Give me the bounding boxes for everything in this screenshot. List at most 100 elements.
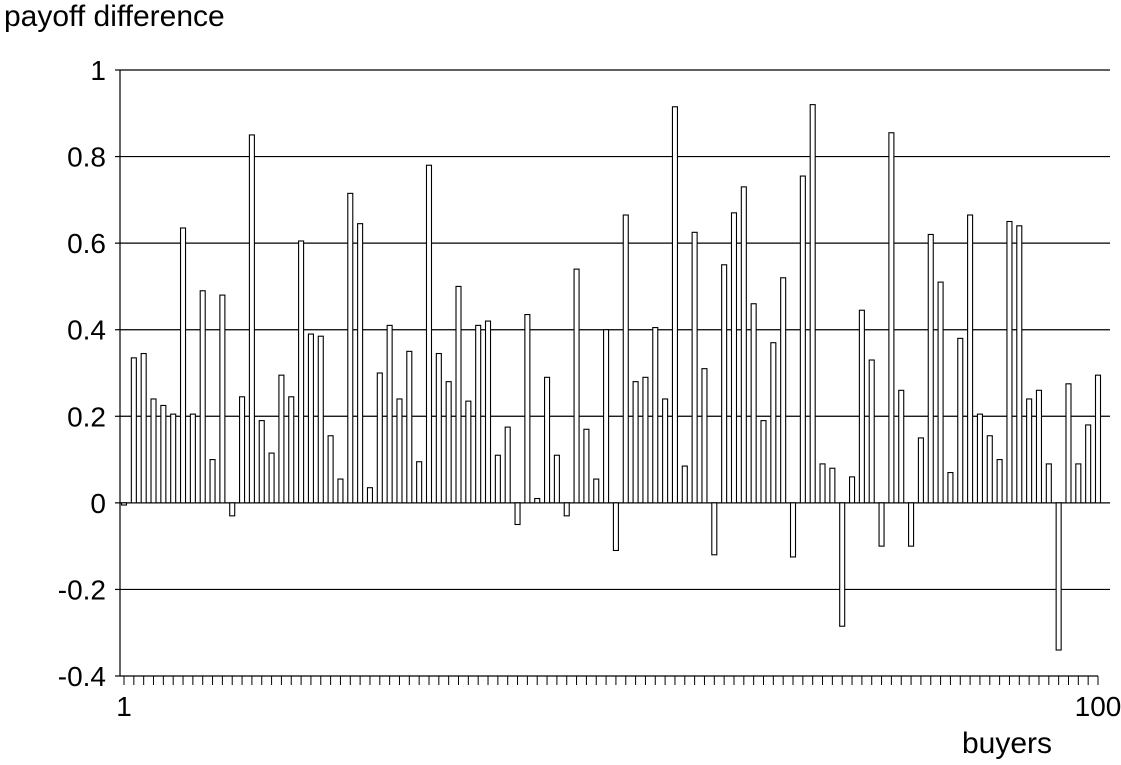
bar-buyer-23 [337, 478, 344, 504]
bar-buyer-3 [140, 352, 147, 504]
y-tick-label: 0 [90, 488, 106, 519]
y-tick-labels: 1 0.8 0.6 0.4 0.2 0 -0.2 -0.4 [58, 55, 106, 692]
bar-buyer-26 [366, 487, 374, 504]
bar-buyer-56 [662, 398, 669, 504]
bar-buyer-88 [976, 413, 983, 504]
bar-buyer-71 [809, 104, 816, 504]
bar-buyer-84 [937, 281, 944, 504]
bar-buyer-1 [120, 502, 128, 506]
bar-buyer-89 [986, 435, 993, 504]
bar-buyer-62 [721, 264, 728, 504]
bar-buyer-81 [908, 502, 915, 547]
x-axis-label: buyers [962, 727, 1052, 760]
bar-buyer-93 [1026, 398, 1033, 504]
bar-buyer-65 [750, 303, 757, 504]
bar-buyer-21 [317, 335, 324, 504]
bar-buyer-32 [425, 164, 433, 504]
bar-buyer-57 [671, 106, 678, 504]
bar-buyer-36 [465, 400, 472, 504]
y-tick-label: 0.4 [67, 315, 106, 346]
bar-buyer-96 [1055, 502, 1062, 651]
bar-buyer-99 [1085, 424, 1092, 504]
y-axis-label: payoff difference [4, 0, 225, 33]
bar-buyer-77 [868, 359, 875, 504]
bar-buyer-55 [652, 326, 659, 504]
bar-buyer-7 [179, 227, 187, 504]
bar-buyer-82 [917, 437, 924, 504]
bar-buyer-41 [514, 502, 521, 526]
bar-buyer-79 [888, 132, 895, 504]
y-tick-label: 1 [90, 55, 106, 86]
bar-buyer-20 [307, 333, 314, 504]
bar-buyer-60 [701, 368, 708, 504]
bar-buyer-47 [573, 268, 580, 504]
bar-buyer-8 [189, 413, 196, 504]
bar-buyer-43 [534, 497, 541, 504]
bar-buyer-13 [239, 396, 246, 504]
x-tick-label-first: 1 [116, 691, 132, 722]
bar-buyer-11 [219, 294, 226, 504]
bar-buyer-24 [347, 192, 354, 504]
bar-buyer-27 [376, 372, 383, 504]
bar-buyer-61 [711, 502, 718, 556]
bar-buyer-14 [248, 134, 255, 504]
bar-buyer-76 [858, 309, 865, 504]
bar-buyer-19 [298, 240, 305, 504]
bar-buyer-33 [435, 352, 442, 504]
x-tick-label-last: 100 [1075, 691, 1121, 722]
y-tick-label: -0.2 [58, 574, 106, 605]
bar-buyer-73 [829, 467, 836, 504]
y-tick-label: 0.8 [67, 142, 106, 173]
bar-buyer-39 [494, 454, 501, 504]
bar-buyer-87 [967, 214, 974, 504]
bar-buyer-100 [1094, 374, 1102, 504]
y-tick-label: 0.2 [67, 401, 106, 432]
bar-buyer-30 [406, 350, 413, 504]
bar-buyer-6 [170, 413, 177, 504]
bar-buyer-37 [475, 324, 482, 504]
bar-buyer-38 [484, 320, 492, 504]
y-tick-label: 0.6 [67, 228, 106, 259]
bar-buyer-15 [258, 420, 265, 504]
bar-buyer-64 [740, 186, 747, 504]
bar-buyer-35 [455, 285, 462, 504]
bar-buyer-90 [996, 459, 1003, 504]
bar-buyer-22 [327, 435, 334, 504]
bar-buyer-50 [603, 329, 610, 504]
bar-buyer-78 [878, 502, 885, 547]
bar-buyer-45 [553, 454, 560, 504]
bar-buyer-25 [357, 223, 364, 504]
bar-buyer-44 [544, 376, 551, 504]
bar-buyer-63 [730, 212, 738, 504]
bar-buyer-92 [1016, 225, 1023, 504]
bar-buyer-72 [819, 463, 826, 504]
bar-buyer-97 [1065, 383, 1072, 504]
bar-buyer-9 [199, 290, 206, 504]
bar-buyer-80 [898, 389, 905, 504]
bar-buyer-69 [789, 502, 797, 558]
bar-buyer-48 [583, 428, 590, 504]
bar-buyer-4 [150, 398, 157, 504]
bar-buyer-75 [848, 476, 856, 504]
bar-buyer-31 [416, 461, 423, 504]
bar-buyer-70 [799, 175, 806, 504]
bar-buyer-40 [504, 426, 511, 504]
bar-buyer-95 [1045, 463, 1052, 504]
bar-buyer-10 [209, 459, 216, 504]
y-tick-label: -0.4 [58, 661, 106, 692]
bar-buyer-5 [160, 404, 167, 504]
bar-buyer-66 [760, 420, 767, 504]
bar-buyer-94 [1035, 389, 1043, 504]
bar-buyer-29 [396, 398, 403, 504]
bar-buyer-18 [288, 396, 295, 504]
bar-buyer-46 [563, 502, 570, 517]
bar-buyer-74 [839, 502, 846, 627]
bars [120, 104, 1102, 651]
bar-buyer-54 [642, 376, 649, 504]
bar-buyer-59 [691, 231, 698, 504]
bar-buyer-91 [1006, 220, 1013, 504]
bar-buyer-16 [268, 452, 275, 504]
bar-buyer-28 [386, 324, 393, 504]
bar-buyer-52 [622, 214, 629, 504]
